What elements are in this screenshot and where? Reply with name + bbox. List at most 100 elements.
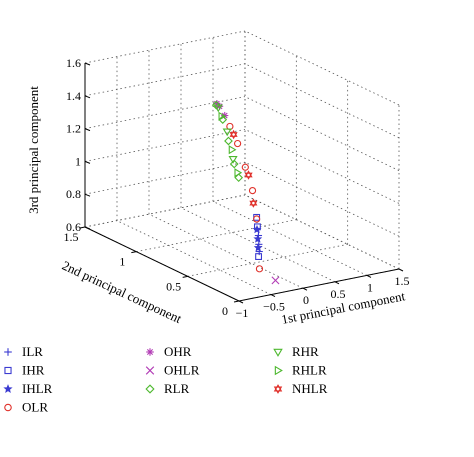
z-tick <box>84 193 91 197</box>
legend-label: IHR <box>22 363 45 378</box>
legend-label: IHLR <box>22 381 53 396</box>
data-point-rlr <box>218 115 228 124</box>
y-axis-line <box>84 226 240 302</box>
legend-marker-olr <box>4 403 12 412</box>
data-point-rhlr <box>234 168 243 178</box>
data-point-rhr <box>222 128 232 137</box>
legend-label: RHR <box>292 344 319 359</box>
data-point-rlr <box>229 159 239 169</box>
x-tick-label: −0.5 <box>263 300 285 314</box>
legend-marker-ohlr <box>145 366 155 375</box>
grid-line <box>244 129 400 204</box>
data-point-ihlr <box>253 234 263 243</box>
grid-line <box>84 63 246 97</box>
legend-item-ilr: ILR <box>4 344 43 359</box>
y-tick <box>182 275 188 278</box>
legend-marker-nhlr <box>273 384 283 394</box>
data-point-ihlr <box>253 243 263 252</box>
legend-item-rlr: RLR <box>145 381 190 396</box>
y-tick-label: 1 <box>119 255 125 269</box>
legend-marker-ihlr <box>3 384 13 393</box>
legend-marker-ihr <box>4 366 12 375</box>
legend-item-ihr: IHR <box>4 363 45 378</box>
legend-marker-rlr <box>145 384 155 394</box>
legend-label: RLR <box>164 381 190 396</box>
y-tick <box>233 300 240 303</box>
grid-line <box>148 213 304 289</box>
data-point-rhr <box>213 104 223 113</box>
y-tick <box>131 251 137 254</box>
legend: ILR IHR IHLR OLR OHR OHLR RLR RHR RHLR NHLR <box>3 344 328 415</box>
x-tick <box>366 274 372 278</box>
data-point-nhlr <box>229 129 238 140</box>
y-tick-label: 1.5 <box>64 230 79 244</box>
x-tick-label: 0.5 <box>331 287 346 301</box>
y-tick <box>79 226 86 229</box>
legend-marker-rhr <box>273 348 283 357</box>
x-tick-label: 1.5 <box>395 274 410 288</box>
axes-layer: −1 −0.5 0 0.5 1 1.500.511.50.60.811.21.41.6 <box>64 56 410 320</box>
grid-line <box>84 194 246 228</box>
data-point-olr <box>233 139 242 148</box>
legend-item-nhlr: NHLR <box>273 381 328 396</box>
x-tick <box>302 287 308 291</box>
data-point-ihr <box>255 253 263 261</box>
legend-marker-ilr <box>4 348 12 356</box>
legend-label: OHLR <box>164 363 200 378</box>
data-point-nhlr <box>244 170 253 180</box>
z-tick-label: 0.8 <box>66 187 81 201</box>
z-tick <box>84 128 91 132</box>
x-tick-label: 1 <box>367 280 373 294</box>
z-tick-label: 1.4 <box>66 89 81 103</box>
y-tick-label: 0 <box>222 304 228 318</box>
legend-label: NHLR <box>292 381 328 396</box>
label-layer: 1st principal component 2nd principal co… <box>26 86 407 327</box>
z-tick <box>84 160 91 164</box>
legend-item-ohlr: OHLR <box>145 363 200 378</box>
data-point-nhlr <box>249 198 258 208</box>
z-axis-label: 3rd principal component <box>26 86 41 214</box>
data-point-ohlr <box>271 276 280 285</box>
legend-item-ihlr: IHLR <box>3 381 53 396</box>
x-tick <box>398 268 404 272</box>
legend-item-rhlr: RHLR <box>274 363 327 378</box>
grid-line <box>180 207 336 283</box>
x-tick <box>270 294 276 298</box>
grid-line <box>84 129 246 162</box>
legend-marker-rhlr <box>274 365 283 376</box>
grid-line <box>244 63 400 139</box>
z-tick-label: 1.2 <box>66 122 81 136</box>
data-point-rhr <box>228 155 238 164</box>
grid-line <box>244 30 400 106</box>
z-tick <box>84 95 91 99</box>
legend-item-olr: OLR <box>4 400 48 415</box>
y-tick-label: 0.5 <box>166 279 181 293</box>
x-tick <box>238 300 244 304</box>
z-tick-label: 1 <box>75 154 81 168</box>
data-point-olr <box>253 215 261 223</box>
legend-label: OHR <box>164 344 192 359</box>
grid-line <box>84 96 246 129</box>
legend-item-ohr: OHR <box>146 344 192 359</box>
data-point-olr <box>241 163 249 171</box>
grid-line <box>212 201 368 276</box>
legend-label: OLR <box>22 400 48 415</box>
z-tick <box>84 62 91 66</box>
data-point-rlr <box>224 136 233 146</box>
data-point-ihlr <box>252 224 262 234</box>
grid-line <box>244 161 400 237</box>
grid-line <box>187 243 348 277</box>
x-tick-label: 0 <box>303 293 309 307</box>
legend-marker-ohr <box>146 348 154 356</box>
data-point-olr <box>248 186 257 195</box>
data-point-rhlr <box>228 145 237 155</box>
z-tick <box>84 226 91 230</box>
legend-label: ILR <box>22 344 43 359</box>
legend-item-rhr: RHR <box>273 344 319 359</box>
legend-label: RHLR <box>292 363 327 378</box>
data-point-rhlr <box>218 111 227 121</box>
data-point-rlr <box>234 173 244 183</box>
grid-line <box>84 161 246 195</box>
